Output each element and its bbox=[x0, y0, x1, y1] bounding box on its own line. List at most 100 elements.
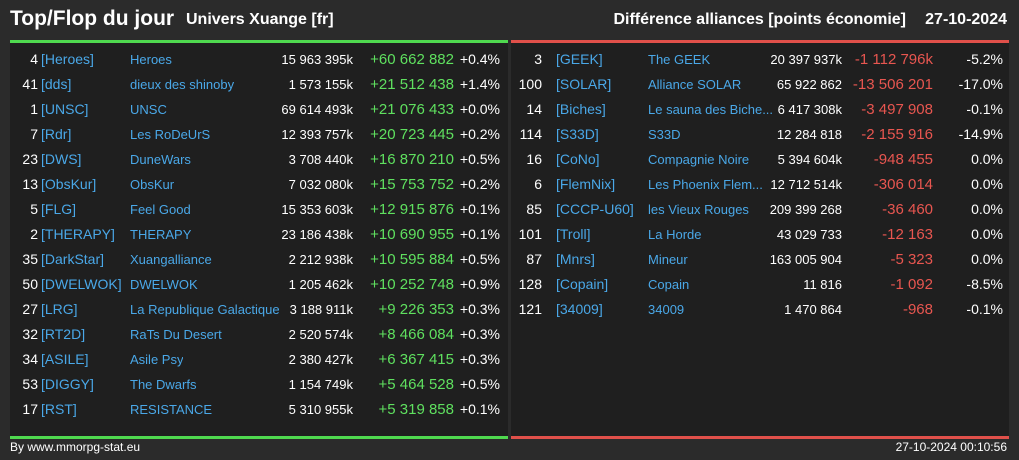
alliance-name-link[interactable]: Le sauna des Biche... bbox=[648, 102, 773, 117]
alliance-tag-link[interactable]: [RT2D] bbox=[41, 326, 86, 342]
alliance-change: +6 367 415 bbox=[378, 351, 455, 368]
alliance-change: +10 690 955 bbox=[370, 226, 454, 243]
alliance-name-link[interactable]: DuneWars bbox=[130, 152, 191, 167]
top-row: 1 [UNSC] UNSC 69 614 493k +21 076 433 +0.0% bbox=[10, 97, 508, 122]
alliance-tag-link[interactable]: [CoNo] bbox=[556, 151, 600, 167]
alliance-pct: +0.5% bbox=[459, 251, 500, 267]
alliance-name-link[interactable]: Mineur bbox=[648, 252, 688, 267]
alliance-tag-link[interactable]: [SOLAR] bbox=[556, 76, 612, 92]
alliance-pct: 0.0% bbox=[971, 226, 1003, 242]
alliance-tag-link[interactable]: [Biches] bbox=[556, 101, 606, 117]
alliance-pct: +0.2% bbox=[459, 176, 500, 192]
alliance-tag-link[interactable]: [Rdr] bbox=[41, 126, 72, 142]
alliance-rank: 5 bbox=[30, 201, 38, 217]
alliance-change: -12 163 bbox=[882, 226, 933, 243]
alliance-points: 3 188 911k bbox=[289, 302, 353, 317]
alliance-tag-link[interactable]: [ObsKur] bbox=[41, 176, 97, 192]
alliance-tag-link[interactable]: [GEEK] bbox=[556, 51, 603, 67]
alliance-tag-link[interactable]: [Mnrs] bbox=[556, 251, 595, 267]
alliance-name-link[interactable]: Copain bbox=[648, 277, 690, 292]
alliance-name-link[interactable]: RESISTANCE bbox=[130, 402, 213, 417]
top-row: 50 [DWELWOK] DWELWOK 1 205 462k +10 252 748 +… bbox=[10, 272, 508, 297]
alliance-tag-link[interactable]: [RST] bbox=[41, 401, 77, 417]
alliance-name-link[interactable]: RaTs Du Desert bbox=[130, 327, 222, 342]
alliance-rank: 23 bbox=[22, 151, 38, 167]
alliance-rank: 53 bbox=[22, 376, 38, 392]
alliance-points: 2 380 427k bbox=[288, 352, 353, 367]
universe-label: Univers Xuange [fr] bbox=[186, 11, 334, 28]
alliance-tag-link[interactable]: [Troll] bbox=[556, 226, 591, 242]
alliance-tag-link[interactable]: [DIGGY] bbox=[41, 376, 94, 392]
alliance-pct: -0.1% bbox=[966, 301, 1003, 317]
alliance-rank: 17 bbox=[22, 401, 38, 417]
alliance-name-link[interactable]: THERAPY bbox=[130, 227, 192, 242]
alliance-name-link[interactable]: les Vieux Rouges bbox=[648, 202, 749, 217]
alliance-change: +5 464 528 bbox=[378, 376, 455, 393]
alliance-pct: +0.0% bbox=[459, 101, 500, 117]
alliance-tag-link[interactable]: [DarkStar] bbox=[41, 251, 105, 267]
alliance-name-link[interactable]: The GEEK bbox=[648, 52, 711, 67]
alliance-name-link[interactable]: dieux des shinoby bbox=[130, 77, 235, 92]
alliance-name-link[interactable]: Feel Good bbox=[130, 202, 191, 217]
alliance-change: +21 512 438 bbox=[370, 76, 454, 93]
alliance-change: -306 014 bbox=[873, 176, 933, 193]
alliance-tag-link[interactable]: [UNSC] bbox=[41, 101, 89, 117]
alliance-name-link[interactable]: Les Phoenix Flem... bbox=[648, 177, 763, 192]
alliance-tag-link[interactable]: [DWELWOK] bbox=[41, 276, 122, 292]
flop-panel: 3 [GEEK] The GEEK 20 397 937k -1 112 796k -5.… bbox=[511, 40, 1009, 439]
alliance-tag-link[interactable]: [THERAPY] bbox=[41, 226, 115, 242]
alliance-rank: 128 bbox=[518, 276, 542, 292]
alliance-tag-link[interactable]: [Heroes] bbox=[41, 51, 94, 67]
alliance-pct: -0.1% bbox=[966, 101, 1003, 117]
alliance-change: +8 466 084 bbox=[378, 326, 455, 343]
page-title: Top/Flop du jour bbox=[10, 7, 175, 30]
alliance-name-link[interactable]: DWELWOK bbox=[130, 277, 198, 292]
alliance-tag-link[interactable]: [DWS] bbox=[41, 151, 82, 167]
alliance-change: +20 723 445 bbox=[370, 126, 454, 143]
alliance-rank: 35 bbox=[22, 251, 38, 267]
alliance-change: -36 460 bbox=[882, 201, 933, 218]
alliance-tag-link[interactable]: [ASILE] bbox=[41, 351, 89, 367]
alliance-change: -948 455 bbox=[873, 151, 933, 168]
alliance-tag-link[interactable]: [LRG] bbox=[41, 301, 78, 317]
alliance-points: 3 708 440k bbox=[288, 152, 353, 167]
alliance-name-link[interactable]: The Dwarfs bbox=[130, 377, 197, 392]
alliance-points: 12 393 757k bbox=[281, 127, 353, 142]
alliance-rank: 121 bbox=[518, 301, 542, 317]
alliance-points: 163 005 904 bbox=[769, 252, 842, 267]
alliance-tag-link[interactable]: [S33D] bbox=[556, 126, 599, 142]
alliance-change: -13 506 201 bbox=[852, 76, 933, 93]
top-row: 4 [Heroes] Heroes 15 963 395k +60 662 882 +0.… bbox=[10, 47, 508, 72]
alliance-tag-link[interactable]: [Copain] bbox=[556, 276, 609, 292]
top-row: 53 [DIGGY] The Dwarfs 1 154 749k +5 464 528 +… bbox=[10, 372, 508, 397]
alliance-tag-link[interactable]: [FLG] bbox=[41, 201, 77, 217]
alliance-pct: +0.3% bbox=[459, 326, 500, 342]
alliance-name-link[interactable]: Alliance SOLAR bbox=[648, 77, 742, 92]
alliance-name-link[interactable]: S33D bbox=[648, 127, 681, 142]
alliance-rank: 34 bbox=[22, 351, 38, 367]
alliance-change: +15 753 752 bbox=[370, 176, 454, 193]
alliance-points: 15 963 395k bbox=[281, 52, 353, 67]
alliance-tag-link[interactable]: [34009] bbox=[556, 301, 603, 317]
alliance-name-link[interactable]: Compagnie Noire bbox=[648, 152, 750, 167]
alliance-pct: 0.0% bbox=[971, 176, 1003, 192]
alliance-name-link[interactable]: ObsKur bbox=[130, 177, 175, 192]
alliance-rank: 4 bbox=[30, 51, 38, 67]
alliance-name-link[interactable]: La Republique Galactique bbox=[130, 302, 280, 317]
alliance-name-link[interactable]: UNSC bbox=[130, 102, 167, 117]
flop-row: 101 [Troll] La Horde 43 029 733 -12 163 0.0% bbox=[511, 222, 1009, 247]
alliance-name-link[interactable]: 34009 bbox=[648, 302, 685, 317]
alliance-name-link[interactable]: Heroes bbox=[130, 52, 172, 67]
alliance-name-link[interactable]: Les RoDeUrS bbox=[130, 127, 211, 142]
alliance-name-link[interactable]: Xuangalliance bbox=[130, 252, 212, 267]
alliance-change: -968 bbox=[902, 301, 933, 318]
alliance-tag-link[interactable]: [FlemNix] bbox=[556, 176, 616, 192]
alliance-name-link[interactable]: La Horde bbox=[648, 227, 702, 242]
alliance-rank: 87 bbox=[526, 251, 542, 267]
alliance-tag-link[interactable]: [CCCP-U60] bbox=[556, 201, 634, 217]
top-row: 35 [DarkStar] Xuangalliance 2 212 938k +10 5… bbox=[10, 247, 508, 272]
alliance-name-link[interactable]: Asile Psy bbox=[130, 352, 184, 367]
top-row: 23 [DWS] DuneWars 3 708 440k +16 870 210 +0.5… bbox=[10, 147, 508, 172]
alliance-tag-link[interactable]: [dds] bbox=[41, 76, 72, 92]
alliance-rank: 27 bbox=[22, 301, 38, 317]
